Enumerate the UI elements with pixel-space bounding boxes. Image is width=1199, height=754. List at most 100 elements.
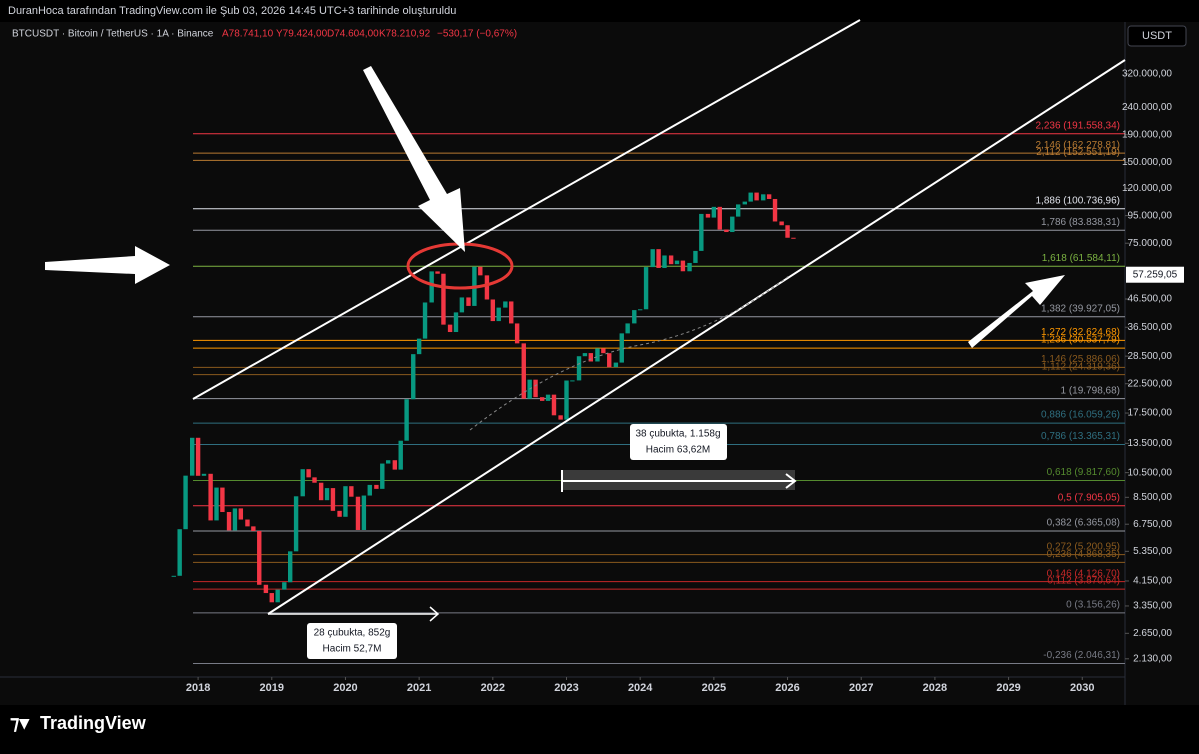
y-tick-label: 17.500,00: [1128, 408, 1173, 419]
fib-label: 1,886 (100.736,96): [1035, 195, 1120, 206]
candle: [324, 488, 330, 501]
candle: [220, 487, 225, 513]
measure-volume: Hacim 52,7M: [323, 644, 382, 655]
candle: [282, 582, 287, 590]
candle: [637, 309, 643, 311]
y-tick-label: 46.500,00: [1128, 294, 1173, 305]
candle: [545, 394, 551, 401]
y-tick-label: 5.350,00: [1133, 546, 1172, 557]
fib-label: 0,272 (5.200,95): [1047, 541, 1120, 552]
fib-label: 0,5 (7.905,05): [1058, 492, 1120, 503]
candle: [705, 213, 711, 218]
candle: [355, 496, 361, 530]
candle: [361, 495, 367, 530]
fib-label: 1,112 (24.319,36): [1042, 361, 1120, 372]
fib-label: 1,618 (61.584,11): [1042, 253, 1120, 264]
currency-label: USDT: [1142, 30, 1172, 42]
price-marker-label: 57.259,05: [1133, 269, 1178, 280]
candle: [478, 266, 483, 276]
y-tick-label: 6.750,00: [1133, 519, 1172, 530]
x-tick-label: 2026: [775, 682, 799, 694]
fib-label: 1,146 (25.886,06): [1041, 354, 1120, 365]
candle: [232, 508, 238, 531]
y-tick-label: 150.000,00: [1122, 157, 1172, 168]
candle: [766, 194, 772, 199]
candle: [269, 593, 274, 603]
candle: [564, 380, 569, 420]
x-tick-label: 2028: [923, 682, 947, 694]
measure-box: [307, 623, 397, 659]
candle: [693, 250, 698, 263]
fib-label: 0 (3.156,26): [1066, 600, 1120, 611]
candle: [398, 440, 403, 470]
candle: [496, 307, 501, 322]
fib-label: 1,272 (32.624,68): [1041, 327, 1120, 338]
candle: [214, 487, 219, 521]
candle: [183, 475, 188, 530]
candle: [742, 201, 748, 205]
candle-group: [171, 192, 796, 603]
y-tick-label: 4.150,00: [1133, 576, 1172, 587]
ohlc-low: D74.604,00: [327, 29, 379, 40]
candle: [754, 192, 759, 201]
candle: [201, 473, 207, 476]
candle: [582, 353, 588, 357]
candle: [466, 297, 471, 306]
fib-label: 0,236 (4.868,35): [1047, 549, 1120, 560]
candle: [447, 324, 453, 333]
candle: [411, 354, 416, 400]
candle: [570, 380, 575, 382]
candle: [632, 310, 637, 324]
currency-button[interactable]: [1127, 25, 1187, 47]
candle: [607, 353, 612, 368]
candle: [318, 482, 324, 501]
fib-label: 1,786 (83.838,31): [1041, 217, 1120, 228]
candle: [761, 194, 766, 201]
x-tick-label: 2019: [260, 682, 284, 694]
candle: [619, 333, 624, 363]
candle: [392, 460, 398, 470]
candle: [533, 379, 538, 398]
candle: [190, 437, 195, 476]
y-tick-label: 36.500,00: [1128, 322, 1173, 333]
candle: [717, 206, 722, 230]
candle: [374, 484, 379, 489]
candle: [251, 526, 256, 531]
x-tick-label: 2018: [186, 682, 210, 694]
candle: [779, 221, 784, 226]
candle: [503, 301, 508, 308]
y-tick-label: 22.500,00: [1128, 378, 1173, 389]
candle: [514, 323, 520, 344]
x-tick-label: 2022: [481, 682, 505, 694]
candle: [312, 477, 317, 483]
x-tick-label: 2023: [554, 682, 578, 694]
candle: [699, 213, 704, 251]
ohlc-open: A78.741,10: [222, 29, 274, 40]
candle: [490, 299, 496, 322]
candle: [735, 204, 741, 217]
fib-label: 0,886 (16.059,26): [1041, 410, 1120, 421]
candle: [330, 488, 336, 511]
fib-label: 2,236 (191.558,34): [1035, 120, 1120, 131]
candle: [367, 484, 372, 496]
candle: [601, 348, 606, 354]
candle: [435, 271, 440, 274]
y-tick-label: 190.000,00: [1122, 129, 1172, 140]
candle: [208, 473, 213, 521]
measure-arrowhead: [785, 473, 797, 489]
candle: [441, 273, 446, 325]
fib-label: 0,146 (4.126,70): [1047, 568, 1120, 579]
ohlc-close: K78.210,92: [379, 29, 431, 40]
candle: [791, 237, 796, 239]
fib-label: 0,618 (9.817,60): [1047, 467, 1120, 478]
candle: [674, 260, 680, 265]
fib-label: 0,382 (6.365,08): [1047, 518, 1120, 529]
candle: [625, 323, 630, 334]
fib-label: -0,236 (2.046,31): [1043, 650, 1120, 661]
candle: [711, 206, 717, 218]
candle: [687, 262, 692, 272]
measure-bars: 28 çubukta, 852g: [314, 628, 391, 639]
candle: [300, 469, 305, 497]
